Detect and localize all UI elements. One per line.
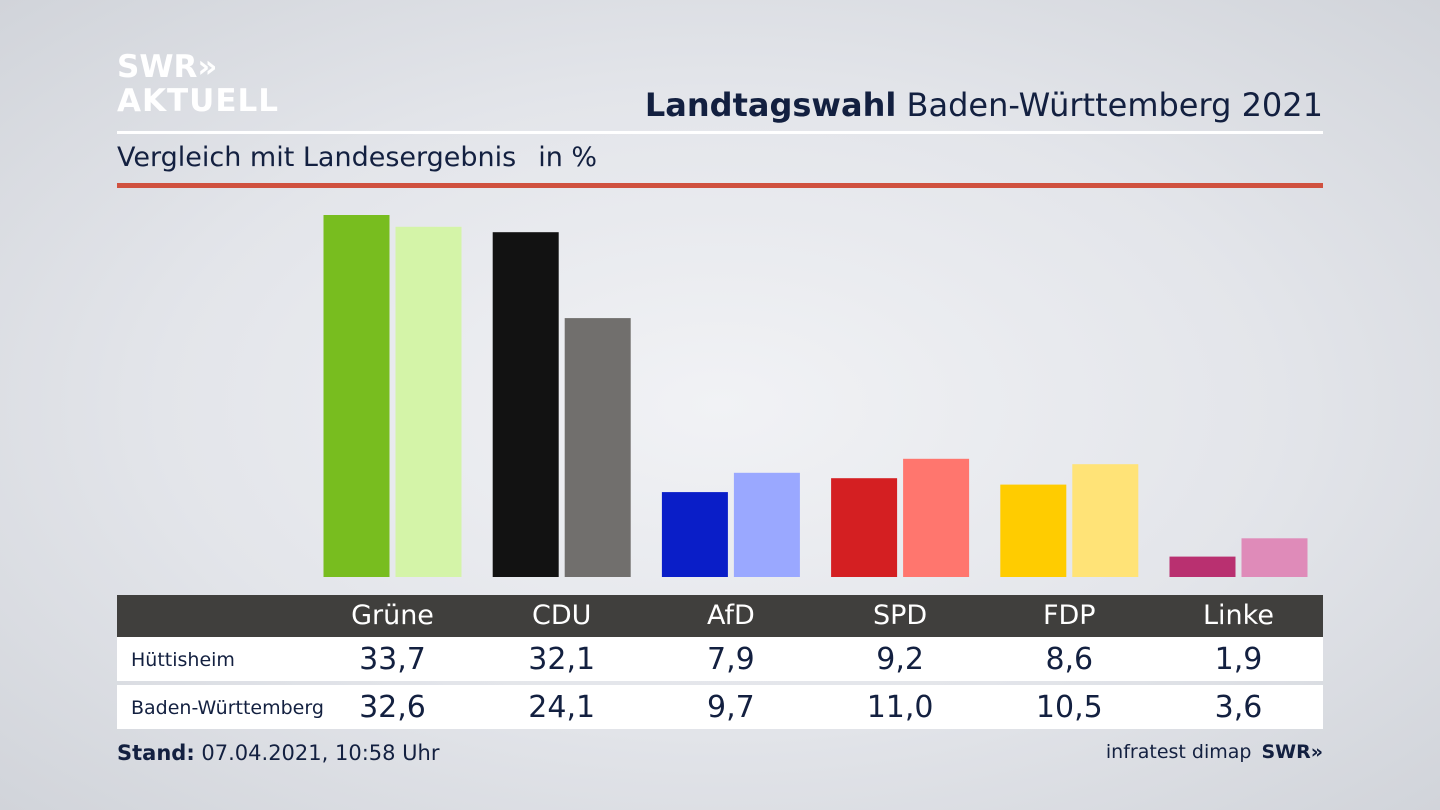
row-label: Baden-Württemberg [131,697,324,719]
accent-divider [117,183,1323,188]
subtitle-unit: in % [538,142,598,173]
value-cell: 32,6 [359,690,426,725]
value-cell: 8,6 [1045,642,1094,677]
bar-linke-state [1241,538,1308,577]
bar-afd-local [661,492,728,577]
category-label: Linke [1203,600,1274,631]
bar-spd-state [903,458,970,577]
bar-cdu-state [564,318,631,577]
swr-logo-small: SWR» [1261,741,1323,763]
value-cell: 24,1 [528,690,596,725]
timestamp: Stand: 07.04.2021, 10:58 Uhr [117,741,440,765]
stand-label: Stand: [117,741,195,765]
page-title: Landtagswahl Baden-Württemberg 2021 [645,86,1323,124]
value-cell: 3,6 [1214,690,1263,725]
category-label: CDU [531,600,592,631]
value-cell: 7,9 [707,642,755,677]
logo-line-1: SWR» [117,49,218,85]
bar-cdu-local [492,232,559,577]
value-cell: 33,7 [359,642,426,677]
table-header: Grüne CDU AfD SPD FDP Linke [117,595,1323,637]
category-label: AfD [706,600,755,631]
swr-aktuell-logo: SWR» AKTUELL [117,52,279,117]
value-cell: 9,7 [707,690,755,725]
row-label: Hüttisheim [131,649,235,671]
source-credit: infratest dimap SWR» [1106,741,1323,763]
bar-fdp-state [1072,464,1139,577]
value-cell: 10,5 [1035,690,1103,725]
category-label: SPD [872,600,928,631]
title-rest: Baden-Württemberg 2021 [896,86,1324,124]
value-cell: 1,9 [1214,642,1263,677]
bar-afd-state [733,472,800,577]
logo-line-2: AKTUELL [117,83,280,119]
results-table: Grüne CDU AfD SPD FDP Linke Hüttisheim 33,7 32… [117,595,1323,729]
bar-grne-local [323,215,390,577]
value-cell: 32,1 [528,642,596,677]
bar-spd-local [831,478,898,577]
source-label: infratest dimap [1105,741,1252,763]
stand-value: 07.04.2021, 10:58 Uhr [194,741,440,765]
bar-fdp-local [1000,484,1067,577]
chart-subtitle: Vergleich mit Landesergebnis in % [117,142,597,173]
value-cell: 11,0 [866,690,934,725]
bar-linke-local [1169,556,1236,577]
table-row: Hüttisheim 33,7 32,1 7,9 9,2 8,6 1,9 [117,637,1323,681]
value-cell: 9,2 [876,642,924,677]
title-bold: Landtagswahl [644,86,897,124]
subtitle-label: Vergleich mit Landesergebnis [117,142,517,173]
category-label: Grüne [351,600,434,631]
bar-grne-state [395,226,462,578]
title-divider [117,131,1323,134]
table-row: Baden-Württemberg 32,6 24,1 9,7 11,0 10,5 3,6 [117,685,1323,729]
category-label: FDP [1042,600,1096,631]
